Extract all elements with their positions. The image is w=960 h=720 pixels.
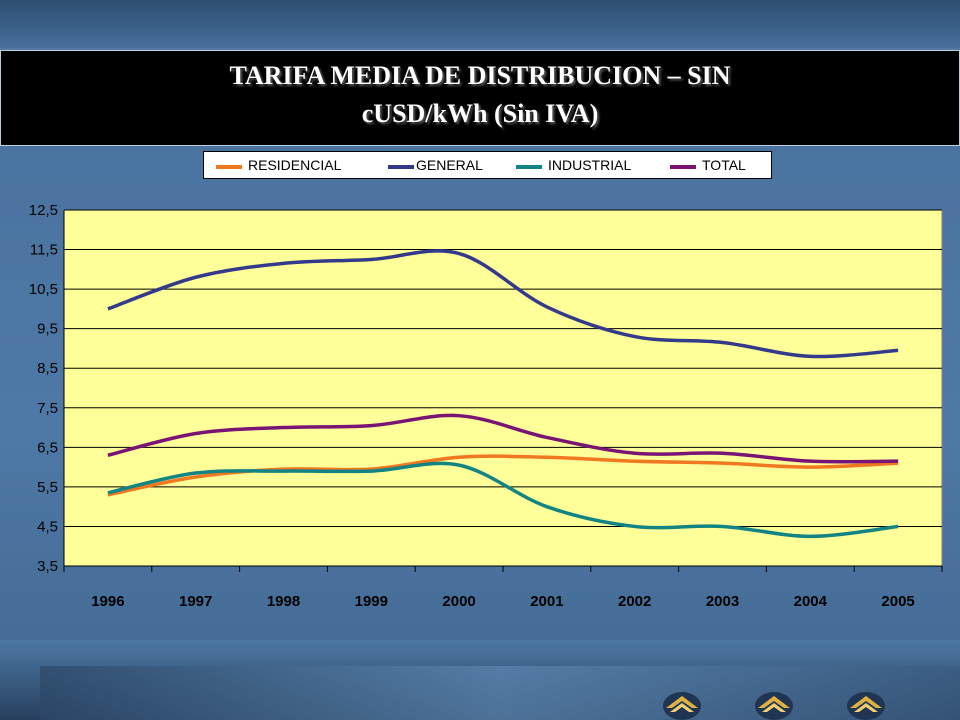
background-bottom-strip bbox=[40, 666, 960, 720]
legend-label-general: GENERAL bbox=[416, 157, 483, 173]
legend-swatch-residencial bbox=[216, 165, 242, 169]
legend-swatch-total bbox=[670, 165, 696, 169]
chart-subtitle: cUSD/kWh (Sin IVA) bbox=[361, 99, 599, 128]
chart-title: TARIFA MEDIA DE DISTRIBUCION – SIN bbox=[229, 61, 731, 90]
y-tick-label: 5,5 bbox=[37, 479, 58, 496]
legend-swatch-general bbox=[388, 165, 414, 169]
legend-swatch-industrial bbox=[516, 165, 542, 169]
chart-legend: RESIDENCIAL GENERAL INDUSTRIAL TOTAL bbox=[203, 151, 772, 179]
nav-logo-icon[interactable] bbox=[662, 686, 702, 720]
x-tick-label: 2005 bbox=[881, 593, 914, 610]
x-tick-label: 1998 bbox=[267, 593, 300, 610]
y-tick-label: 4,5 bbox=[37, 518, 58, 535]
legend-label-total: TOTAL bbox=[702, 157, 746, 173]
nav-logo-icon[interactable] bbox=[846, 686, 886, 720]
nav-logo-icon[interactable] bbox=[754, 686, 794, 720]
x-tick-label: 2003 bbox=[706, 593, 739, 610]
x-tick-label: 2004 bbox=[794, 593, 828, 610]
x-tick-label: 1997 bbox=[179, 593, 212, 610]
legend-label-industrial: INDUSTRIAL bbox=[548, 157, 632, 173]
x-tick-label: 1996 bbox=[91, 593, 124, 610]
plot-area bbox=[63, 209, 943, 567]
gridlines bbox=[63, 209, 943, 572]
series-line-industrial bbox=[107, 461, 899, 539]
series-line-general bbox=[107, 249, 899, 359]
background-top-band bbox=[0, 0, 960, 48]
x-tick-label: 1999 bbox=[355, 593, 388, 610]
series-lines bbox=[107, 249, 899, 539]
series-line-total bbox=[107, 413, 899, 464]
x-axis-ticks: 1996 1997 1998 1999 2000 2001 2002 2003 2004 2005 bbox=[91, 593, 915, 610]
y-tick-label: 3,5 bbox=[37, 558, 58, 575]
x-tick-label: 2002 bbox=[618, 593, 651, 610]
y-tick-label: 12,5 bbox=[29, 202, 58, 219]
y-tick-label: 11,5 bbox=[30, 242, 58, 259]
y-tick-label: 7,5 bbox=[37, 400, 58, 417]
y-tick-label: 9,5 bbox=[37, 321, 58, 338]
x-tick-label: 2000 bbox=[442, 593, 475, 610]
y-tick-label: 8,5 bbox=[37, 360, 58, 377]
y-tick-label: 10,5 bbox=[29, 281, 58, 298]
y-tick-label: 6,5 bbox=[37, 439, 58, 456]
x-tick-label: 2001 bbox=[530, 593, 563, 610]
y-axis-ticks: 12,5 11,5 10,5 9,5 8,5 7,5 6,5 5,5 4,5 3,5 bbox=[29, 202, 58, 575]
legend-label-residencial: RESIDENCIAL bbox=[248, 157, 342, 173]
